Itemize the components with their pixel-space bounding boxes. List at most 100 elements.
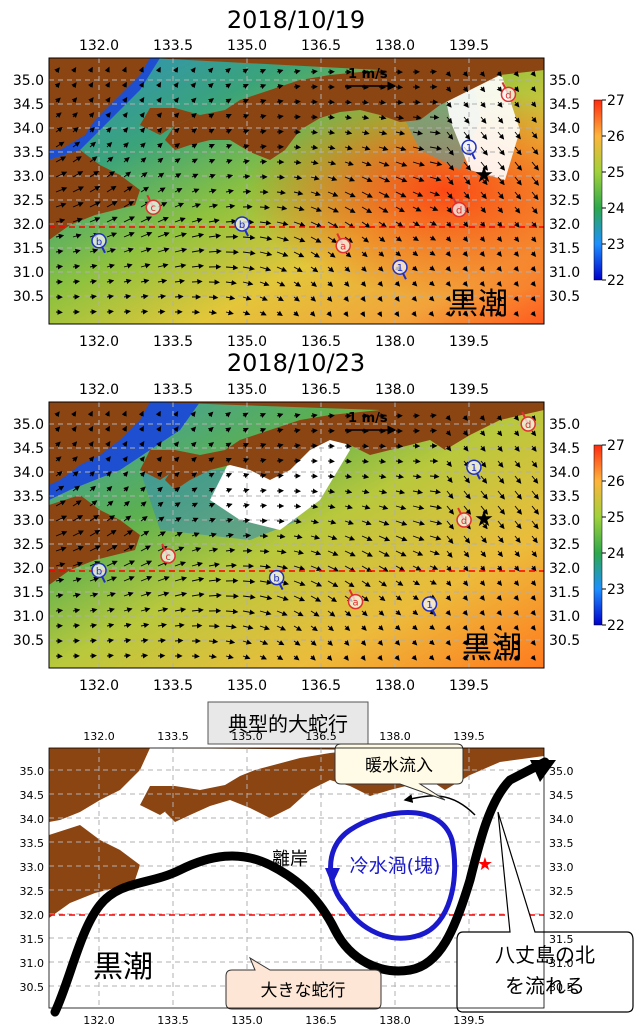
current-vector bbox=[276, 473, 284, 479]
current-vector bbox=[106, 653, 114, 659]
current-vector bbox=[259, 488, 267, 494]
current-vector bbox=[106, 607, 115, 613]
panel2-colorbar bbox=[593, 444, 603, 626]
current-vector bbox=[378, 610, 385, 616]
current-vector bbox=[123, 232, 135, 238]
current-vector bbox=[105, 127, 112, 133]
current-vector bbox=[446, 206, 452, 214]
current-vector bbox=[106, 560, 118, 567]
current-vector bbox=[157, 263, 169, 269]
current-vector bbox=[429, 114, 440, 120]
current-vector bbox=[496, 430, 503, 437]
lat-tick-label: 34.0 bbox=[13, 465, 44, 481]
current-vector bbox=[104, 66, 110, 73]
schematic-lat-ticks-right: 35.0 34.5 34.0 33.5 33.0 32.5 32.0 31.5 31.0 30.5 bbox=[549, 765, 574, 994]
current-vector bbox=[479, 609, 485, 616]
current-vector bbox=[156, 112, 162, 119]
current-vector bbox=[259, 114, 267, 120]
current-vector bbox=[276, 129, 284, 135]
current-vector bbox=[123, 263, 133, 269]
current-vector bbox=[242, 174, 251, 180]
current-vector bbox=[531, 131, 538, 139]
current-vector bbox=[344, 550, 356, 557]
buoy-id: b bbox=[273, 574, 279, 585]
current-vector bbox=[276, 610, 288, 616]
current-vector bbox=[174, 502, 181, 508]
buoy-id: 1 bbox=[426, 600, 432, 611]
current-vector bbox=[412, 473, 422, 480]
current-vector bbox=[496, 565, 503, 572]
current-vector bbox=[412, 235, 419, 242]
current-vector bbox=[123, 622, 132, 629]
current-vector bbox=[156, 456, 163, 463]
lat-tick-label: 35.0 bbox=[20, 765, 45, 778]
current-vector bbox=[395, 609, 402, 616]
current-vector bbox=[157, 637, 166, 644]
current-vector bbox=[191, 248, 205, 254]
current-vector bbox=[343, 654, 349, 661]
current-vector bbox=[462, 609, 468, 616]
colorbar-tick-label: 23 bbox=[607, 582, 625, 598]
current-vector bbox=[123, 638, 132, 644]
current-vector bbox=[191, 263, 204, 269]
current-vector bbox=[343, 295, 349, 302]
current-vector bbox=[55, 530, 68, 537]
panel2-land-kyushu-south bbox=[49, 495, 140, 585]
current-vector bbox=[225, 98, 232, 104]
buoy-marker: 1 bbox=[466, 459, 482, 480]
current-vector bbox=[89, 485, 96, 492]
current-vector bbox=[293, 640, 301, 646]
buoy-id: a bbox=[352, 598, 358, 609]
current-vector bbox=[462, 86, 469, 93]
current-vector bbox=[72, 530, 84, 537]
current-vector bbox=[496, 280, 502, 287]
current-vector bbox=[310, 175, 320, 181]
current-vector bbox=[293, 428, 301, 434]
current-vector bbox=[429, 504, 443, 510]
lat-tick-label: 31.5 bbox=[549, 933, 574, 946]
current-vector bbox=[157, 231, 170, 238]
current-vector bbox=[242, 234, 256, 241]
current-vector bbox=[106, 485, 113, 492]
current-vector bbox=[139, 96, 145, 103]
current-vector bbox=[344, 129, 353, 136]
current-vector bbox=[496, 265, 502, 272]
schematic-kuroshio-arrowhead bbox=[530, 760, 556, 782]
current-vector bbox=[479, 624, 485, 631]
current-vector bbox=[122, 456, 128, 463]
current-vector bbox=[412, 594, 419, 601]
current-vector bbox=[71, 66, 77, 73]
lon-tick-label: 138.0 bbox=[379, 1014, 411, 1027]
current-vector bbox=[395, 535, 408, 542]
current-vector bbox=[157, 576, 170, 582]
current-vector bbox=[208, 248, 222, 255]
colorbar-tick-label: 26 bbox=[607, 474, 625, 490]
current-vector bbox=[104, 81, 110, 88]
current-vector bbox=[207, 411, 214, 418]
current-vector bbox=[140, 622, 150, 628]
current-vector bbox=[276, 413, 284, 419]
current-vector bbox=[225, 310, 234, 316]
current-vector bbox=[89, 576, 100, 582]
current-vector bbox=[173, 471, 180, 478]
current-vector bbox=[293, 534, 303, 540]
lat-tick-label: 31.5 bbox=[13, 585, 44, 601]
current-vector bbox=[513, 310, 519, 317]
current-vector bbox=[72, 171, 84, 178]
current-vector bbox=[72, 248, 81, 255]
current-vector bbox=[497, 445, 503, 452]
current-vector bbox=[89, 127, 95, 133]
current-vector bbox=[361, 129, 370, 136]
current-vector bbox=[446, 535, 454, 544]
current-vector bbox=[276, 428, 284, 434]
current-vector bbox=[208, 577, 222, 583]
current-vector bbox=[445, 445, 452, 452]
lon-tick-label: 138.0 bbox=[375, 382, 415, 398]
current-vector bbox=[445, 580, 452, 587]
panel2-lon-ticks-bottom: 132.0 133.5 135.0 136.5 138.0 139.5 bbox=[79, 678, 489, 694]
current-vector bbox=[530, 430, 537, 437]
buoy-id: a bbox=[340, 242, 346, 253]
current-vector bbox=[242, 458, 250, 464]
current-vector bbox=[378, 580, 387, 587]
current-vector bbox=[395, 458, 404, 464]
